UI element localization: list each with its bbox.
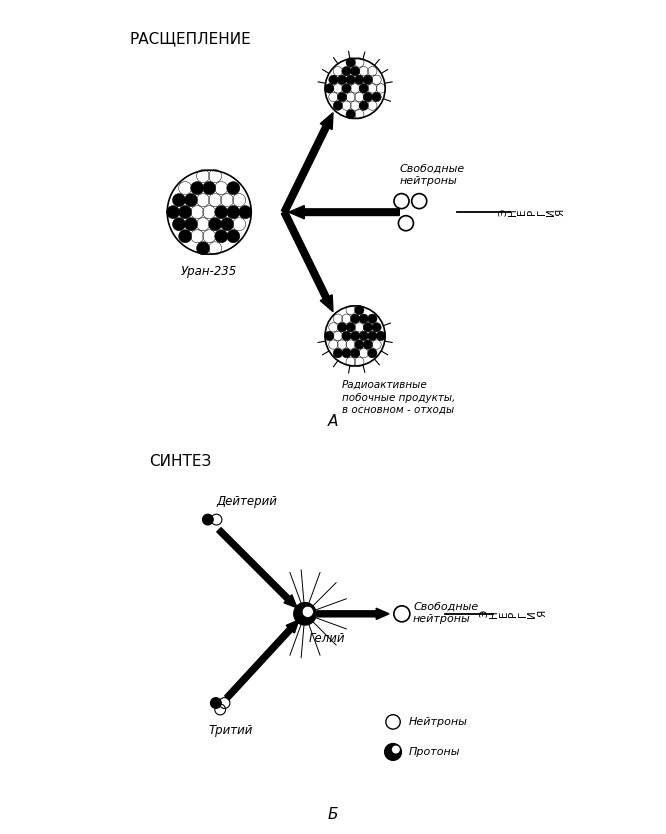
- Text: Уран-235: Уран-235: [181, 265, 237, 279]
- Circle shape: [354, 340, 364, 349]
- Text: Дейтерий: Дейтерий: [217, 495, 278, 508]
- Circle shape: [363, 93, 372, 102]
- Circle shape: [346, 109, 356, 119]
- Circle shape: [372, 323, 381, 332]
- Circle shape: [325, 306, 385, 366]
- Circle shape: [294, 603, 316, 625]
- Circle shape: [342, 67, 351, 76]
- Circle shape: [167, 170, 251, 254]
- Circle shape: [354, 305, 364, 314]
- Circle shape: [392, 746, 400, 754]
- Circle shape: [184, 218, 198, 231]
- Circle shape: [190, 182, 204, 194]
- Circle shape: [346, 58, 356, 68]
- Text: СИНТЕЗ: СИНТЕЗ: [149, 454, 211, 469]
- Circle shape: [196, 242, 210, 255]
- Circle shape: [350, 331, 360, 340]
- Circle shape: [166, 206, 180, 219]
- Text: Тритий: Тритий: [209, 724, 253, 737]
- Circle shape: [214, 206, 228, 219]
- Circle shape: [363, 75, 372, 84]
- Circle shape: [325, 58, 385, 118]
- Circle shape: [350, 349, 360, 358]
- Circle shape: [350, 67, 360, 76]
- FancyArrow shape: [217, 528, 297, 608]
- Text: Свободные
нейтроны: Свободные нейтроны: [413, 602, 478, 624]
- Circle shape: [359, 331, 368, 340]
- Circle shape: [342, 83, 351, 93]
- FancyArrow shape: [224, 620, 299, 700]
- Text: А: А: [328, 414, 338, 429]
- Text: Гелий: Гелий: [309, 632, 346, 645]
- Text: Э
Н
Е
Р
Г
И
Я: Э Н Е Р Г И Я: [480, 610, 547, 618]
- Circle shape: [359, 83, 368, 93]
- Circle shape: [359, 101, 368, 110]
- Circle shape: [372, 93, 381, 102]
- Circle shape: [338, 75, 347, 84]
- Circle shape: [210, 697, 221, 708]
- Circle shape: [208, 218, 222, 231]
- Circle shape: [338, 93, 347, 102]
- Text: Б: Б: [328, 807, 338, 822]
- Text: Радиоактивные
побочные продукты,
в основном - отходы: Радиоактивные побочные продукты, в основ…: [342, 380, 456, 415]
- Circle shape: [220, 218, 234, 231]
- Circle shape: [333, 101, 342, 110]
- FancyArrow shape: [317, 608, 389, 620]
- Circle shape: [178, 229, 192, 243]
- Circle shape: [376, 331, 386, 340]
- Text: Свободные
нейтроны: Свободные нейтроны: [400, 163, 465, 186]
- Circle shape: [333, 349, 342, 358]
- Circle shape: [368, 314, 377, 324]
- Circle shape: [385, 744, 402, 761]
- Circle shape: [172, 193, 185, 207]
- Circle shape: [342, 331, 351, 340]
- FancyArrow shape: [282, 113, 333, 214]
- Circle shape: [214, 229, 228, 243]
- Circle shape: [363, 323, 372, 332]
- Text: Э
Н
Е
Р
Г
И
Я: Э Н Е Р Г И Я: [498, 208, 565, 216]
- Circle shape: [346, 75, 356, 84]
- Circle shape: [178, 206, 192, 219]
- FancyArrow shape: [282, 211, 333, 312]
- Circle shape: [329, 75, 338, 84]
- Circle shape: [354, 75, 364, 84]
- Text: Нейтроны: Нейтроны: [408, 717, 467, 727]
- Circle shape: [202, 182, 216, 194]
- Circle shape: [227, 229, 240, 243]
- Text: РАСЩЕПЛЕНИЕ: РАСЩЕПЛЕНИЕ: [130, 31, 252, 46]
- Circle shape: [359, 314, 368, 324]
- Circle shape: [184, 193, 198, 207]
- Circle shape: [338, 323, 347, 332]
- Text: Протоны: Протоны: [408, 747, 460, 757]
- Circle shape: [227, 182, 240, 194]
- Circle shape: [324, 83, 334, 93]
- Circle shape: [368, 331, 377, 340]
- Circle shape: [239, 206, 252, 219]
- Circle shape: [346, 323, 356, 332]
- Circle shape: [324, 331, 334, 340]
- Circle shape: [363, 340, 372, 349]
- Circle shape: [368, 349, 377, 358]
- Circle shape: [342, 349, 351, 358]
- Circle shape: [202, 515, 213, 525]
- Circle shape: [302, 606, 314, 617]
- FancyArrow shape: [289, 205, 400, 219]
- Circle shape: [227, 206, 240, 219]
- Circle shape: [350, 314, 360, 324]
- Circle shape: [172, 218, 185, 231]
